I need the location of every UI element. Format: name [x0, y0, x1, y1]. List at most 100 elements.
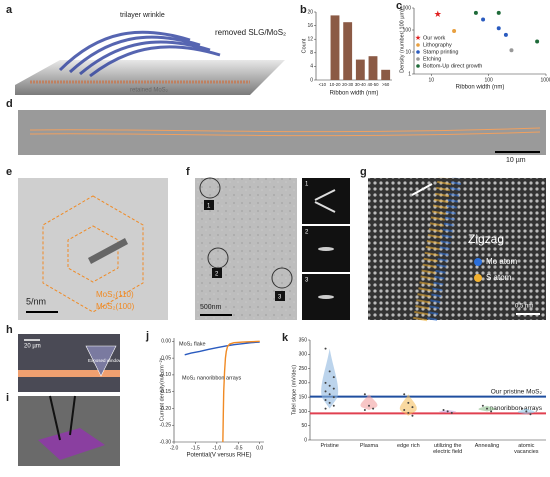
x-tick-label: -1.0: [213, 445, 222, 451]
legend-entry: Stamp printing: [423, 49, 458, 55]
marker-label: 2: [215, 272, 219, 278]
point: [452, 29, 457, 34]
y-tick-label: 20: [307, 9, 313, 15]
point: [324, 399, 327, 401]
legend-entry: Our work: [423, 35, 446, 41]
inset-label: 2: [305, 230, 309, 236]
scale-label: 20 µm: [24, 344, 41, 350]
point: [328, 370, 331, 373]
legend-entry: Mo atom: [486, 257, 517, 266]
y-tick-label: -0.05: [160, 355, 172, 361]
x-tick-label: 10: [428, 77, 434, 83]
scale-label: 10 µm: [506, 157, 526, 164]
point: [332, 376, 335, 379]
point: [529, 413, 532, 416]
point: [490, 410, 493, 413]
panel-label: g: [360, 166, 367, 178]
inset-label: 1: [305, 182, 309, 188]
point: [525, 410, 528, 413]
point: [372, 407, 375, 410]
y-tick-label: 1000: [400, 5, 411, 11]
legend-entry: Lithography: [423, 42, 452, 48]
legend-marker: ★: [415, 34, 421, 42]
x-tick-label: 10-20: [330, 82, 342, 87]
x-tick-label: -1.5: [191, 445, 200, 451]
x-tick-label: Pristine: [320, 443, 339, 449]
y-tick-label: 12: [307, 37, 313, 43]
y-tick-label: 8: [310, 50, 313, 56]
y-tick-label: 16: [307, 23, 313, 29]
point: [481, 404, 484, 407]
render-a: [15, 30, 285, 95]
point: [403, 409, 406, 411]
annotation: trilayer wrinkle: [120, 12, 165, 19]
x-axis-label: Ribbon width (nm): [456, 85, 505, 91]
legend-entry: S atom: [486, 273, 512, 282]
legend-entry: MoS₂(110): [96, 290, 134, 299]
y-tick-label: -0.30: [160, 439, 172, 445]
point: [509, 48, 514, 53]
x-axis-label: Ribbon width (nm): [330, 91, 379, 97]
point: [407, 411, 410, 414]
y-tick-label: 0: [310, 77, 313, 83]
violin: [360, 394, 378, 410]
legend-entry: Etching: [423, 56, 441, 62]
panel-label: j: [145, 330, 149, 342]
x-tick-label: utilizing the electric field: [433, 443, 463, 455]
x-tick-label: edge rich: [397, 443, 420, 449]
point: [411, 406, 414, 409]
x-tick-label: -2.0: [170, 445, 179, 451]
x-tick-label: 20-30: [342, 82, 354, 87]
y-tick-label: 10: [405, 49, 411, 55]
series-label: MoS₂ nanoribbon arrays: [182, 375, 242, 381]
y-tick-label: -0.25: [160, 423, 172, 429]
panel-label: h: [6, 324, 13, 336]
inset-label: 3: [305, 278, 309, 284]
x-tick-label: 100: [484, 77, 493, 83]
bar: [381, 69, 391, 80]
photo-i: [18, 395, 120, 466]
line: [184, 341, 260, 356]
panel-label: e: [6, 166, 12, 178]
point: [332, 404, 335, 407]
bar: [330, 15, 340, 80]
reference-label: Our pristine MoS₂: [491, 388, 543, 395]
y-tick-label: 150: [299, 394, 308, 400]
violin: [321, 348, 339, 409]
x-tick-label: <10: [319, 82, 327, 87]
x-axis-label: Potential(V versus RHE): [186, 453, 251, 459]
annotation: removed SLG/MoS₂: [215, 28, 286, 37]
point: [496, 26, 501, 31]
diffraction-e: [18, 178, 168, 320]
point: [503, 32, 508, 37]
scale-label: 0.5 nm: [515, 304, 533, 310]
x-tick-label: 30-40: [355, 82, 367, 87]
point: [481, 17, 486, 22]
point: [332, 387, 335, 390]
bar: [355, 59, 365, 80]
reference-label: nanoribbon arrays: [490, 405, 543, 412]
panel-label: i: [6, 392, 9, 404]
y-axis-label: Density (number/ 100 µm): [399, 9, 405, 73]
point: [446, 410, 449, 413]
y-tick-label: 4: [310, 64, 313, 70]
y-axis-label: Tafel slope (mV/dec): [291, 365, 297, 415]
x-tick-label: atomic vacancies: [514, 443, 539, 455]
marker-label: 1: [207, 204, 211, 210]
point: [411, 414, 414, 417]
tem-f: [195, 177, 350, 320]
y-tick-label: 300: [299, 352, 308, 358]
y-tick-label: 0.00: [161, 339, 171, 345]
marker-label: 3: [278, 295, 282, 301]
line: [222, 340, 260, 443]
point: [328, 384, 331, 387]
point: [363, 409, 366, 411]
y-tick-label: 50: [301, 423, 307, 429]
x-tick-label: 1000: [540, 77, 550, 83]
point: [324, 381, 327, 384]
optical-h: [18, 334, 120, 392]
point: [442, 409, 445, 411]
point: [368, 404, 370, 407]
point: [403, 393, 406, 396]
